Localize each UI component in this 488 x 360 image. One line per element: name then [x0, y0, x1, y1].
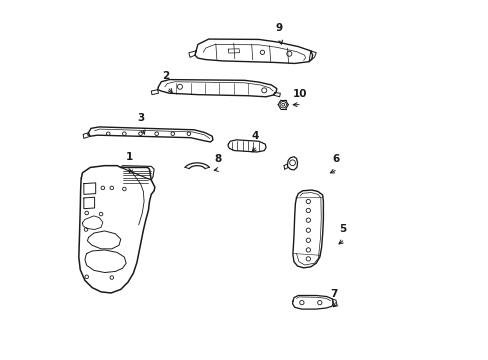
Text: 8: 8 [214, 154, 221, 164]
Text: 1: 1 [126, 152, 133, 162]
Text: 5: 5 [339, 224, 346, 234]
Text: 7: 7 [330, 289, 337, 300]
Text: 9: 9 [274, 23, 282, 33]
Text: 10: 10 [292, 89, 306, 99]
Text: 3: 3 [137, 113, 144, 123]
Text: 4: 4 [251, 131, 259, 140]
Text: 6: 6 [332, 154, 339, 164]
Text: 2: 2 [162, 71, 169, 81]
